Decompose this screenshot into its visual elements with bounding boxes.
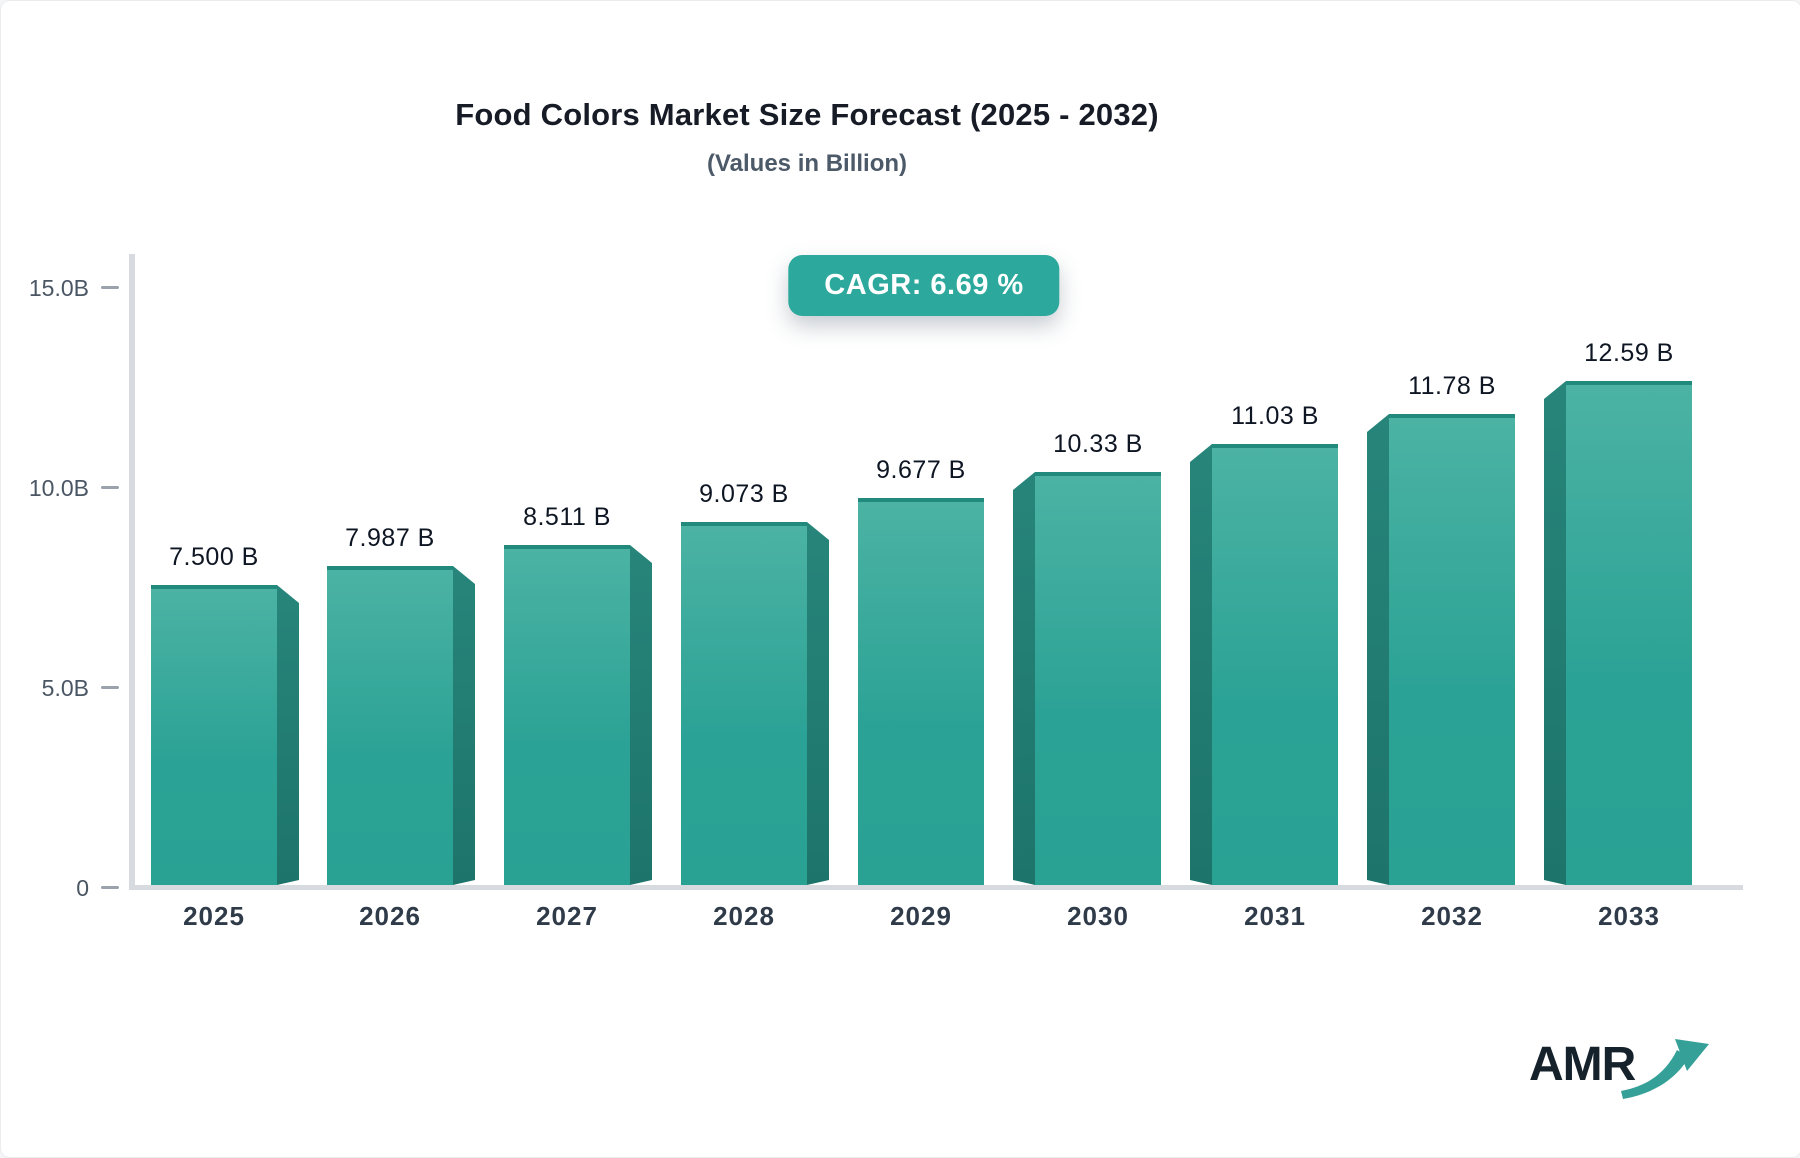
bar-2031-side-face <box>1190 444 1212 885</box>
bar-2025-side-face <box>277 585 299 885</box>
y-tick-mark <box>101 486 119 489</box>
cagr-badge: CAGR: 6.69 % <box>788 255 1060 316</box>
bar-2031 <box>1212 444 1338 885</box>
x-tick-label: 2026 <box>359 901 421 931</box>
y-tick-label: 5.0B <box>41 675 89 701</box>
bar-2033 <box>1566 381 1692 885</box>
chart-subtitle: (Values in Billion) <box>706 150 908 177</box>
bar-value-label: 11.03 B <box>1231 402 1319 430</box>
bar-value-label: 7.987 B <box>345 524 435 552</box>
x-tick-label: 2033 <box>1598 901 1660 931</box>
x-axis-line <box>129 885 1743 890</box>
bar-2026-side-face <box>453 566 475 885</box>
amr-logo-text: AMR <box>1529 1038 1636 1091</box>
bar-2033-side-face <box>1544 381 1566 885</box>
y-tick-label: 15.0B <box>28 275 89 301</box>
x-tick-label: 2031 <box>1244 901 1306 931</box>
bar-2028-side-face <box>807 522 829 885</box>
x-tick-label: 2027 <box>536 901 598 931</box>
bar-value-label: 7.500 B <box>169 543 259 571</box>
bar-value-label: 12.59 B <box>1584 339 1674 367</box>
bar-value-label: 9.073 B <box>699 480 789 508</box>
bar-value-label: 11.78 B <box>1408 372 1496 400</box>
bar-2027 <box>504 545 630 885</box>
chart-title: Food Colors Market Size Forecast (2025 -… <box>455 97 1159 132</box>
bar-2029 <box>858 498 984 885</box>
y-tick-mark <box>101 286 119 289</box>
y-tick-label: 10.0B <box>28 475 89 501</box>
bar-2025 <box>151 585 277 885</box>
x-tick-label: 2029 <box>890 901 952 931</box>
y-tick-mark <box>101 686 119 689</box>
y-tick-mark <box>101 886 119 889</box>
x-tick-label: 2032 <box>1421 901 1483 931</box>
bar-2030-side-face <box>1013 472 1035 885</box>
bar-2032 <box>1389 414 1515 885</box>
bar-2030 <box>1035 472 1161 885</box>
y-tick-label: 0 <box>76 875 89 901</box>
bar-value-label: 8.511 B <box>523 503 611 531</box>
x-tick-label: 2030 <box>1067 901 1129 931</box>
bar-2026 <box>327 566 453 885</box>
amr-logo: AMR <box>1529 1031 1729 1111</box>
x-tick-label: 2025 <box>183 901 245 931</box>
bar-value-label: 10.33 B <box>1053 430 1143 458</box>
bar-value-label: 9.677 B <box>876 456 966 484</box>
trend-up-arrow-icon <box>1621 1039 1709 1099</box>
y-axis-line <box>129 254 135 888</box>
bar-2027-side-face <box>630 545 652 885</box>
bar-2028 <box>681 522 807 885</box>
bar-2032-side-face <box>1367 414 1389 885</box>
x-tick-label: 2028 <box>713 901 775 931</box>
